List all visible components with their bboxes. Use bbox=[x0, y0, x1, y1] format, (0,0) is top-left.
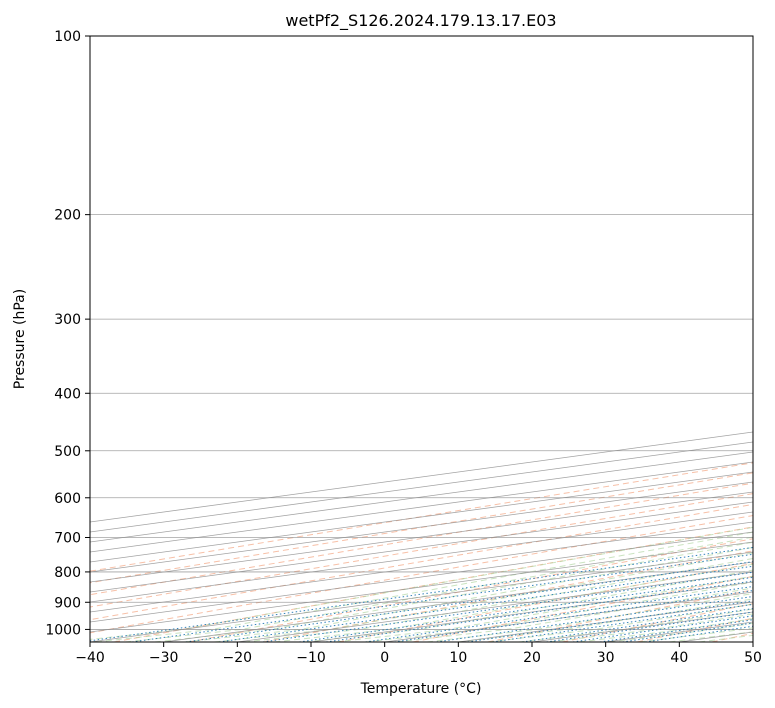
dry-adiabat-line bbox=[90, 462, 753, 572]
isotherm-line bbox=[90, 471, 753, 563]
moist-adiabat-line bbox=[90, 526, 753, 640]
y-tick-label: 1000 bbox=[45, 622, 81, 638]
x-tick-label: 0 bbox=[380, 650, 389, 666]
x-tick-label: −20 bbox=[223, 650, 253, 666]
mixing-ratio-line bbox=[546, 611, 753, 642]
moist-adiabat-line bbox=[95, 531, 753, 642]
isotherm-line bbox=[90, 491, 753, 583]
x-axis-label: Temperature (°C) bbox=[360, 681, 482, 697]
dry-adiabat-line bbox=[90, 493, 753, 608]
y-axis-label: Pressure (hPa) bbox=[12, 289, 28, 389]
x-tick-label: −30 bbox=[149, 650, 179, 666]
x-tick-label: 50 bbox=[744, 650, 762, 666]
dry-adiabat-line bbox=[412, 575, 753, 642]
x-tick-label: −40 bbox=[75, 650, 105, 666]
dry-adiabat-line bbox=[338, 562, 753, 642]
x-tick-label: 40 bbox=[670, 650, 688, 666]
isotherm-line bbox=[90, 521, 753, 613]
x-tick-label: 30 bbox=[597, 650, 615, 666]
mixing-ratio-line bbox=[492, 603, 753, 642]
y-tick-label: 400 bbox=[54, 386, 81, 402]
y-tick-label: 100 bbox=[54, 29, 81, 45]
dry-adiabat-line bbox=[90, 503, 753, 621]
y-tick-label: 800 bbox=[54, 565, 81, 581]
mixing-ratio-line bbox=[522, 608, 753, 642]
moist-adiabat-line bbox=[154, 541, 753, 642]
y-tick-label: 900 bbox=[54, 595, 81, 611]
moist-adiabat-line bbox=[334, 575, 753, 642]
mixing-ratio-line bbox=[467, 600, 753, 642]
isotherm-line bbox=[752, 641, 753, 642]
mixing-ratio-line bbox=[90, 546, 753, 642]
y-tick-label: 200 bbox=[54, 208, 81, 224]
y-tick-label: 700 bbox=[54, 531, 81, 547]
isotherm-line bbox=[90, 531, 753, 623]
isotherm-line bbox=[90, 451, 753, 543]
y-tick-label: 300 bbox=[54, 312, 81, 328]
isotherm-line bbox=[90, 511, 753, 603]
y-tick-label: 600 bbox=[54, 491, 81, 507]
y-axis-ticks: 100 200 300 400 500 600 700 800 900 1000 bbox=[45, 29, 90, 638]
plot-background bbox=[90, 36, 753, 642]
dry-adiabat-line bbox=[188, 538, 753, 642]
moist-adiabat-line bbox=[244, 557, 753, 642]
moist-adiabat-line bbox=[274, 563, 753, 642]
x-axis-ticks: −40 −30 −20 −10 0 10 20 30 40 50 bbox=[75, 642, 762, 666]
mixing-ratio-line bbox=[436, 595, 753, 642]
moist-adiabat-line bbox=[214, 552, 753, 642]
y-tick-label: 500 bbox=[54, 444, 81, 460]
mixing-ratio-line bbox=[131, 553, 753, 642]
isotherm-line bbox=[90, 481, 753, 573]
plot-frame bbox=[89, 35, 754, 643]
isotherm-line bbox=[90, 501, 753, 593]
x-tick-label: 10 bbox=[449, 650, 467, 666]
background-lines bbox=[90, 36, 753, 642]
x-tick-label: −10 bbox=[296, 650, 326, 666]
moist-adiabat-line bbox=[184, 546, 753, 642]
moist-adiabat-line bbox=[304, 569, 753, 642]
chart-title: wetPf2_S126.2024.179.13.17.E03 bbox=[285, 11, 556, 31]
x-tick-label: 20 bbox=[523, 650, 541, 666]
moist-adiabat-line bbox=[125, 536, 753, 642]
isotherm-line bbox=[90, 461, 753, 553]
moist-adiabat-line bbox=[457, 598, 753, 642]
